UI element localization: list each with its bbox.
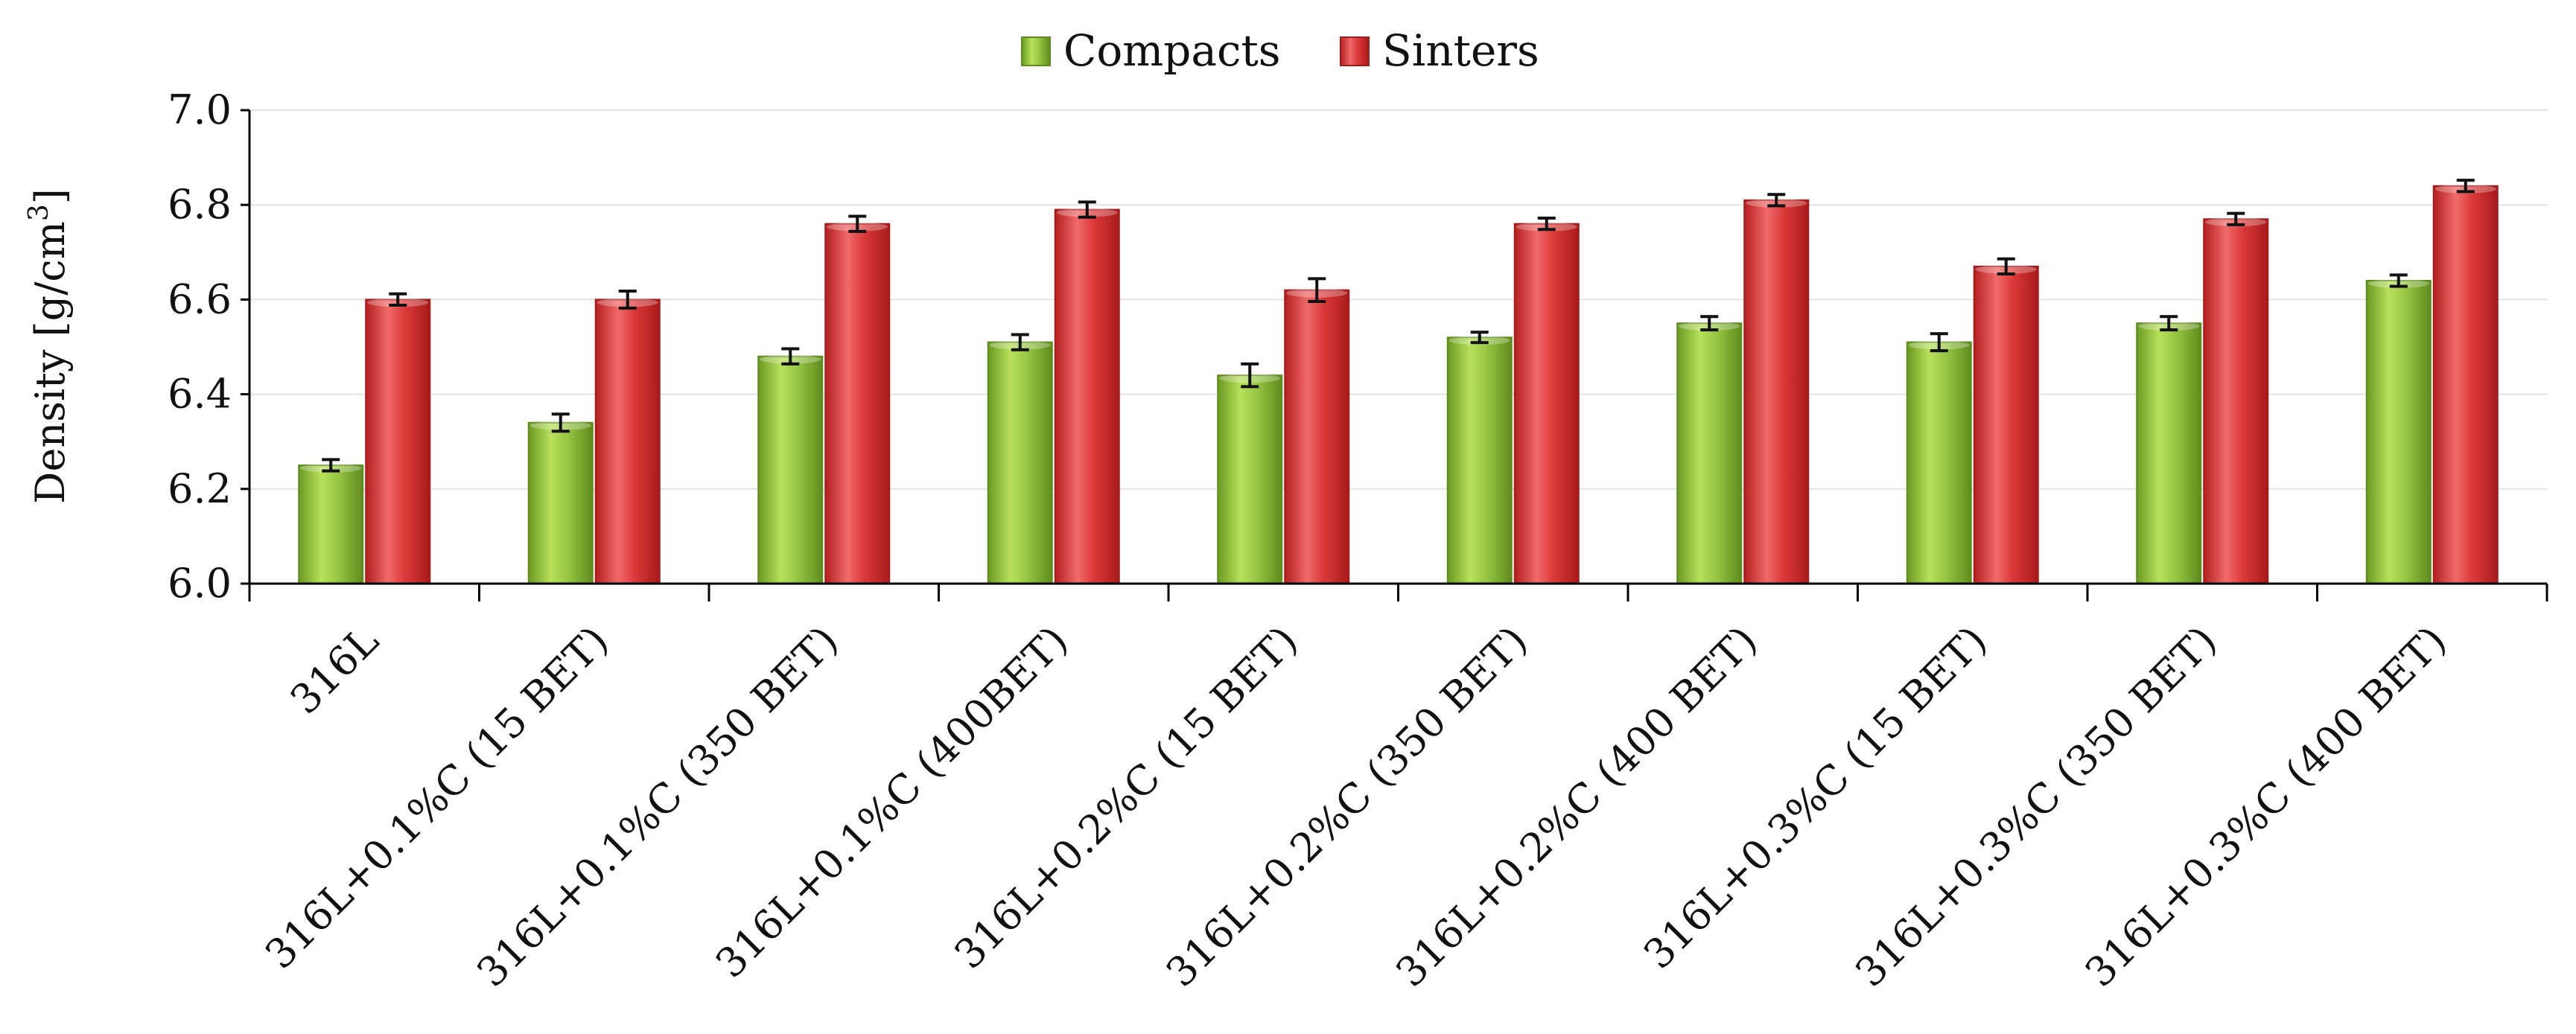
bar-sinters-10 — [2432, 185, 2499, 584]
category-label: 316L+0.2%C (400 BET) — [1387, 617, 1766, 996]
bar-compacts-4 — [987, 341, 1053, 584]
bar-compacts-1 — [298, 465, 364, 584]
bar-sinters-2 — [594, 299, 661, 584]
y-tick-label: 6.4 — [168, 371, 232, 418]
bar-compacts-10 — [2365, 279, 2432, 584]
y-axis: 6.0 6.2 6.4 6.6 6.8 7.0 — [168, 86, 251, 607]
bar-compacts-8 — [1906, 341, 1972, 584]
category-label: 316L — [282, 617, 388, 724]
bar-compacts-3 — [757, 355, 824, 584]
bar-compacts-7 — [1676, 322, 1743, 584]
error-bars — [322, 179, 2475, 473]
category-label: 316L+0.3%C (350 BET) — [1846, 617, 2225, 996]
bar-sinters-6 — [1513, 223, 1580, 584]
bar-sinters-8 — [1973, 265, 2039, 584]
y-axis-label: Density [g/cm3] — [24, 188, 74, 504]
y-tick-label: 7.0 — [168, 86, 232, 133]
bar-sinters-1 — [365, 299, 431, 584]
bars — [298, 184, 2499, 585]
legend-swatch-sinters — [1340, 36, 1370, 66]
y-tick-label: 6.6 — [168, 275, 232, 322]
bar-sinters-5 — [1284, 289, 1350, 584]
category-label: 316L+0.2%C (350 BET) — [1157, 617, 1536, 996]
x-axis — [248, 582, 2548, 601]
legend: Compacts Sinters — [1021, 25, 1539, 76]
bar-compacts-2 — [527, 421, 594, 585]
bar-compacts-9 — [2136, 322, 2202, 584]
y-tick-label: 6.8 — [168, 181, 232, 228]
category-label: 316L+0.3%C (400 BET) — [2076, 617, 2455, 996]
legend-label-compacts: Compacts — [1063, 25, 1281, 76]
legend-label-sinters: Sinters — [1382, 25, 1539, 76]
bar-compacts-6 — [1446, 336, 1513, 584]
bar-sinters-3 — [824, 223, 891, 584]
bar-sinters-9 — [2203, 218, 2269, 584]
bar-sinters-7 — [1743, 199, 1810, 584]
bar-sinters-4 — [1054, 208, 1120, 584]
y-tick-label: 6.2 — [168, 465, 232, 512]
gridlines — [249, 109, 2547, 490]
category-label: 316L+0.1%C (350 BET) — [468, 617, 847, 996]
legend-swatch-compacts — [1021, 36, 1051, 66]
y-tick-label: 6.0 — [168, 560, 232, 607]
bar-compacts-5 — [1217, 374, 1283, 584]
